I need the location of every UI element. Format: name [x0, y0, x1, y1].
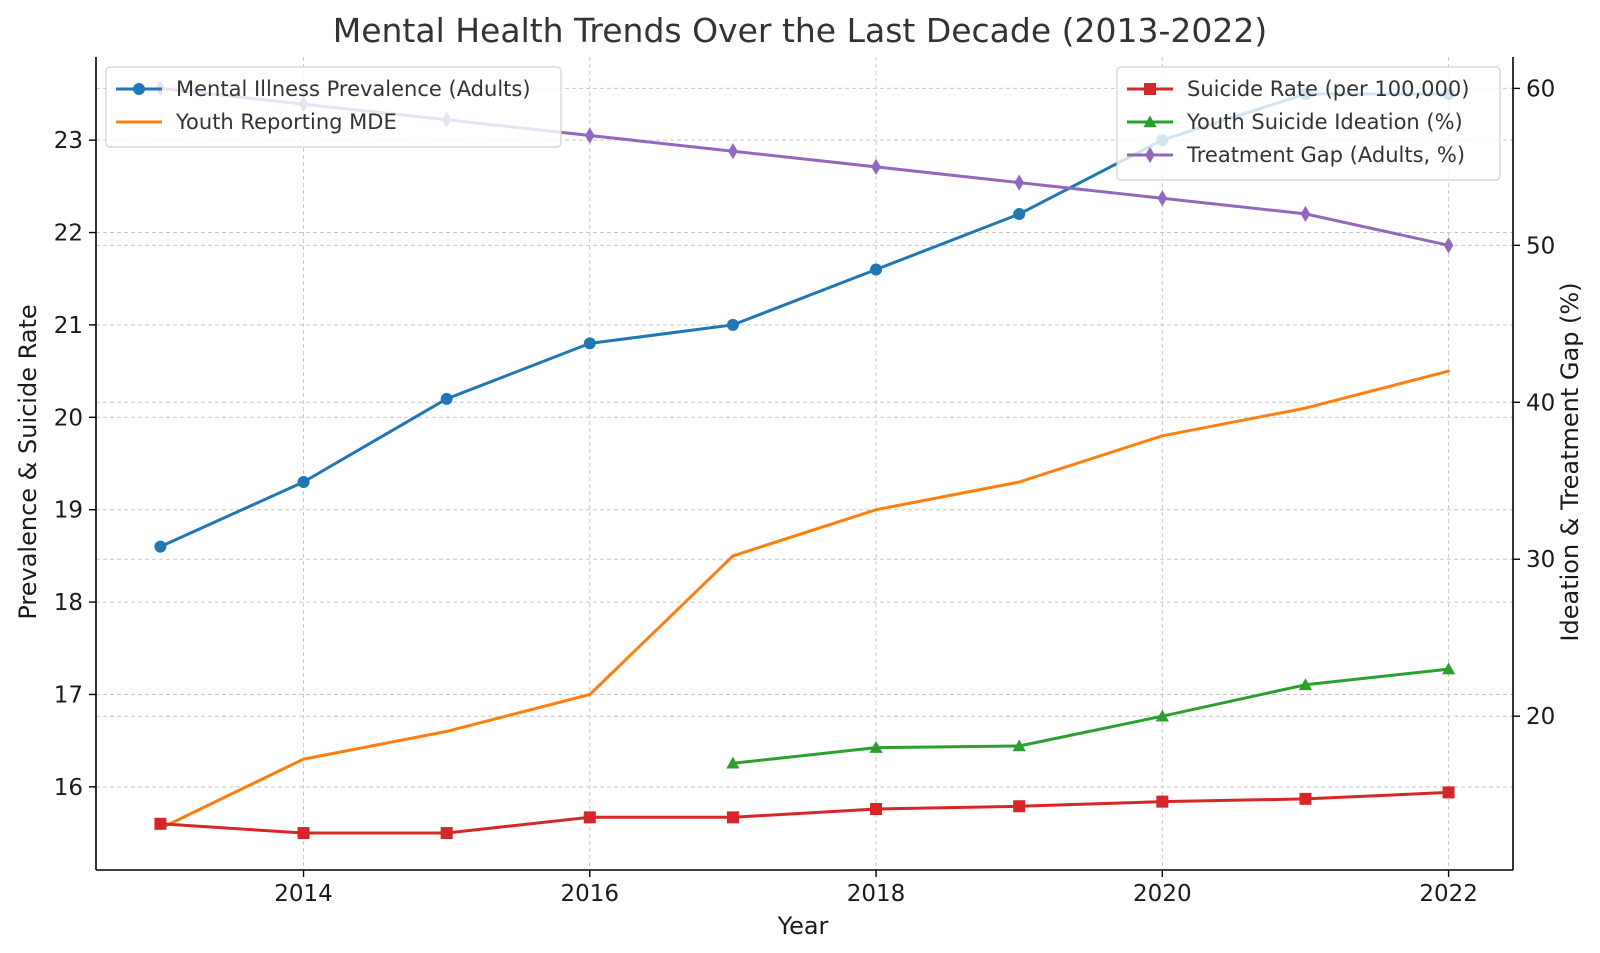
data-point-square [440, 827, 453, 840]
x-tick-label: 2014 [274, 881, 333, 907]
data-point-circle [870, 263, 883, 276]
data-point-diamond [1157, 190, 1168, 207]
y-left-tick-label: 22 [54, 221, 83, 247]
data-point-triangle [1155, 709, 1169, 722]
y-left-tick-label: 23 [54, 128, 83, 154]
data-point-triangle [1012, 739, 1026, 752]
legend: Suicide Rate (per 100,000) Youth Suicide … [1116, 66, 1501, 181]
y-axis-right-title: Ideation & Treatment Gap (%) [1556, 282, 1584, 641]
y-right-tick-label: 30 [1526, 547, 1555, 573]
series-group [726, 662, 1456, 769]
data-point-square [297, 827, 310, 840]
axes: 2014 2016 2018 2020 2022 16 17 18 19 20 21 22 23 20 30… [54, 57, 1555, 907]
data-point-circle [583, 337, 596, 350]
legend-label: Youth Reporting MDE [175, 110, 397, 134]
y-axis-left-title: Prevalence & Suicide Rate [14, 304, 42, 619]
data-point-circle [133, 83, 145, 95]
data-point-triangle [726, 756, 740, 769]
data-point-triangle [869, 740, 883, 753]
data-point-square [1299, 792, 1312, 805]
legend-box [1116, 66, 1501, 181]
data-point-circle [440, 392, 453, 405]
data-point-diamond [1145, 146, 1155, 164]
data-point-circle [1013, 208, 1026, 221]
y-left-tick-label: 19 [54, 498, 83, 524]
data-point-diamond [585, 127, 595, 144]
data-point-square [1442, 786, 1455, 799]
series-line [158, 790, 1451, 835]
data-point-circle [726, 318, 739, 331]
legend: Mental Illness Prevalence (Adults) Youth … [105, 66, 562, 148]
series-group [154, 786, 1455, 840]
y-left-tick-label: 21 [54, 313, 83, 339]
series-line [731, 667, 1451, 765]
data-point-diamond [1014, 174, 1024, 191]
data-point-square [583, 811, 596, 824]
y-right-tick-label: 50 [1526, 233, 1555, 259]
legend-label: Treatment Gap (Adults, %) [1186, 143, 1465, 167]
series-line [158, 369, 1451, 830]
legend-box [105, 66, 562, 148]
data-point-square [1156, 795, 1169, 808]
data-point-square [1144, 83, 1156, 95]
y-right-tick-label: 60 [1526, 76, 1555, 102]
legend-label: Youth Suicide Ideation (%) [1186, 110, 1463, 134]
x-tick-label: 2016 [561, 881, 620, 907]
y-right-tick-label: 40 [1526, 390, 1555, 416]
x-tick-label: 2018 [847, 881, 906, 907]
data-point-diamond [728, 143, 738, 160]
x-tick-label: 2022 [1419, 881, 1478, 907]
data-point-diamond [1443, 237, 1454, 254]
data-point-triangle [1298, 678, 1313, 691]
y-right-tick-label: 20 [1526, 704, 1555, 730]
data-point-square [154, 817, 167, 830]
data-point-square [870, 803, 883, 816]
data-point-diamond [1300, 205, 1311, 223]
y-left-tick-label: 18 [54, 590, 83, 616]
y-left-tick-label: 17 [54, 682, 83, 708]
data-point-circle [297, 475, 310, 488]
x-axis-title: Year [777, 912, 829, 940]
legend-label: Suicide Rate (per 100,000) [1187, 77, 1469, 101]
data-point-diamond [871, 158, 881, 175]
series-group [158, 369, 1451, 830]
x-tick-label: 2020 [1133, 881, 1192, 907]
data-point-circle [154, 540, 167, 553]
legend-label: Mental Illness Prevalence (Adults) [176, 77, 531, 101]
data-point-triangle [1441, 662, 1456, 675]
data-point-square [1013, 800, 1026, 813]
data-point-square [726, 811, 739, 824]
y-left-tick-label: 20 [54, 405, 83, 431]
y-left-tick-label: 16 [54, 775, 83, 801]
chart-title: Mental Health Trends Over the Last Decad… [333, 11, 1268, 50]
legends: Mental Illness Prevalence (Adults) Youth … [105, 66, 1501, 181]
data-point-triangle [1143, 115, 1157, 128]
